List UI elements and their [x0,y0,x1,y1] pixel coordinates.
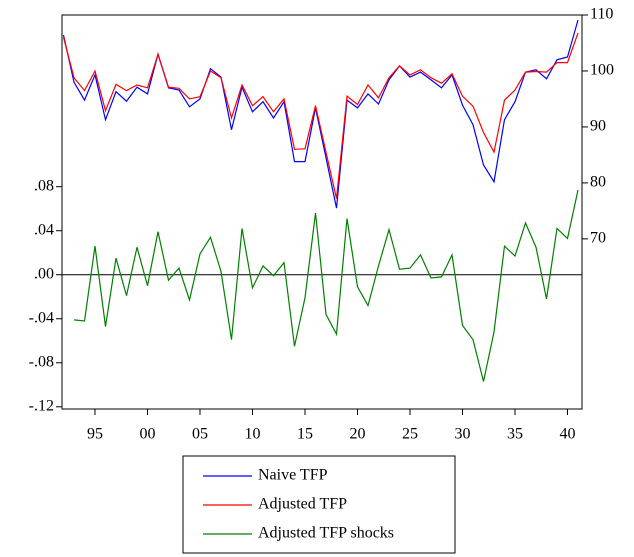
y2-tick-label: 90 [590,118,606,135]
x-tick-label: 40 [560,426,576,443]
legend-label: Adjusted TFP shocks [258,525,394,542]
x-tick-label: 00 [139,426,155,443]
x-tick-label: 05 [192,426,208,443]
x-tick-label: 15 [297,426,313,443]
y2-tick-label: 100 [590,62,614,79]
y-tick-label: -.08 [29,353,54,370]
x-tick-label: 25 [402,426,418,443]
y-tick-label: .04 [34,221,54,238]
series-line [62,32,579,199]
x-tick-label: 10 [244,426,260,443]
x-tick-label: 35 [507,426,523,443]
y-tick-label: -.12 [29,397,54,414]
y-tick-label: .08 [34,177,54,194]
legend-label: Adjusted TFP [258,496,347,513]
plot-frame [61,14,583,410]
x-tick-label: 95 [87,426,103,443]
y2-tick-label: 70 [590,230,606,247]
y-tick-label: -.04 [29,309,54,326]
y-tick-label: .00 [34,265,54,282]
y2-tick-label: 80 [590,174,606,191]
x-tick-label: 30 [455,426,471,443]
legend-label: Naive TFP [258,467,328,484]
series-line [73,189,579,382]
y2-tick-label: 110 [590,6,613,23]
x-tick-label: 20 [349,426,365,443]
series-line [62,19,579,209]
